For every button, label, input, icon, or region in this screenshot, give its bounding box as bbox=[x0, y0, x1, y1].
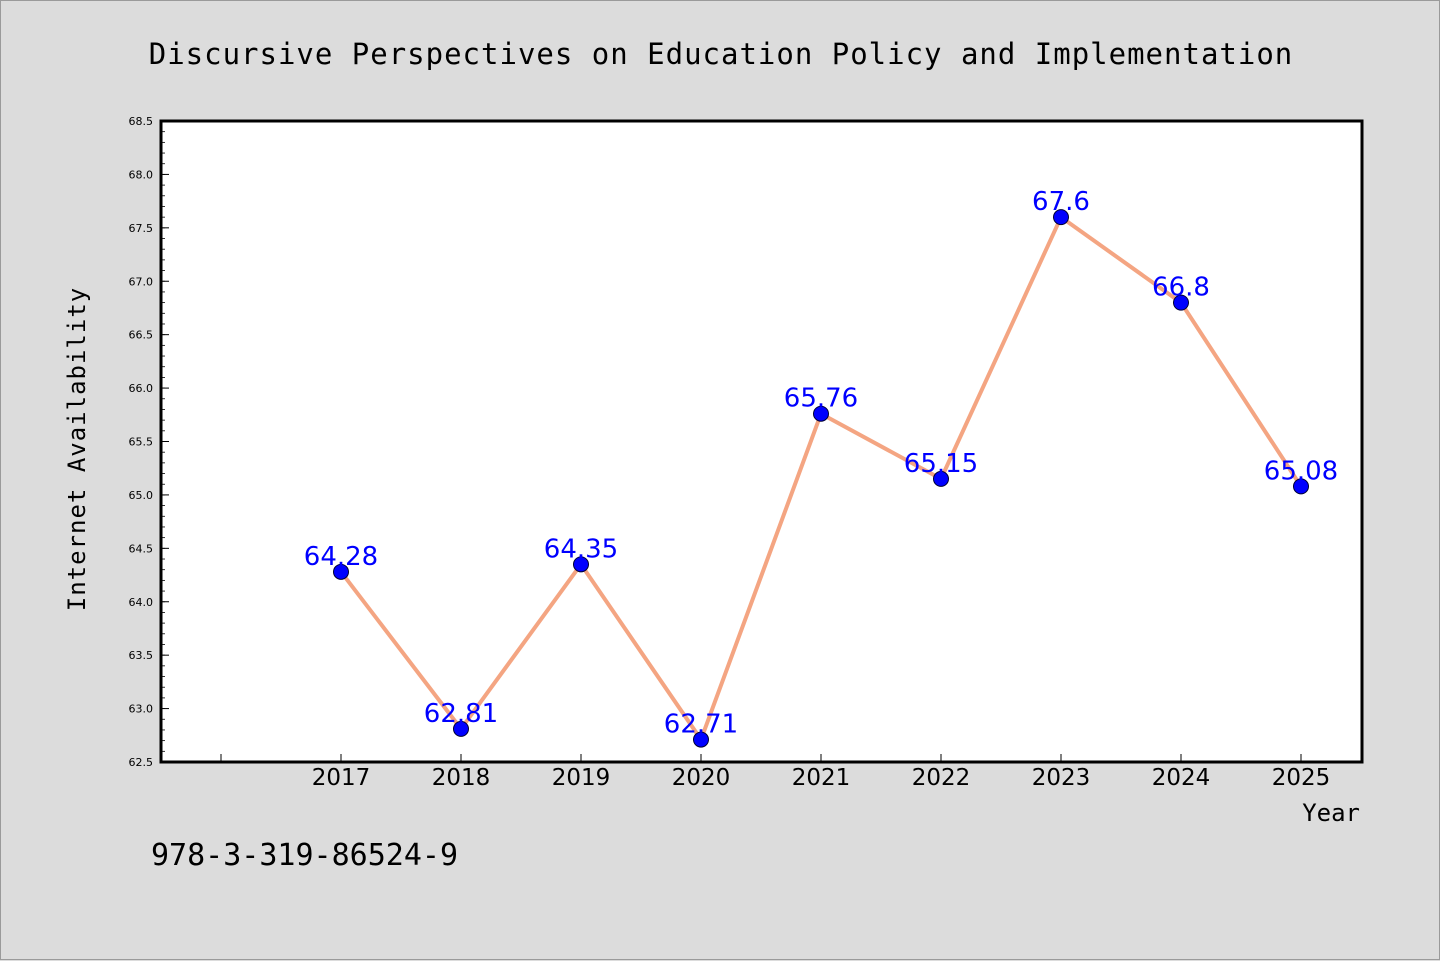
data-point bbox=[693, 731, 709, 748]
y-tick-label: 66.0 bbox=[129, 382, 154, 395]
data-label: 67.6 bbox=[1032, 187, 1090, 217]
data-label: 64.28 bbox=[304, 542, 378, 572]
y-tick-label: 67.0 bbox=[129, 275, 154, 288]
x-axis: 2017 2018 2019 2020 2021 2022 2023 2024 2025 bbox=[220, 754, 1331, 791]
x-tick-label: 2020 bbox=[672, 765, 731, 791]
y-tick-label: 67.5 bbox=[129, 222, 154, 235]
chart-title: Discursive Perspectives on Education Pol… bbox=[149, 37, 1294, 71]
y-axis-label: Internet Availability bbox=[63, 287, 91, 611]
data-label: 66.8 bbox=[1152, 273, 1210, 303]
data-label: 62.81 bbox=[424, 699, 498, 729]
x-tick-label: 2018 bbox=[432, 765, 491, 791]
data-label: 62.71 bbox=[664, 710, 738, 740]
x-tick-label: 2022 bbox=[912, 765, 971, 791]
y-axis: 62.5 63.0 63.5 64.0 64.5 65.0 65.5 66.0 66.5 67.0… bbox=[129, 115, 169, 769]
data-point bbox=[1173, 294, 1189, 311]
y-tick-label: 62.5 bbox=[129, 756, 154, 769]
data-point bbox=[813, 405, 829, 422]
y-tick-label: 64.5 bbox=[129, 542, 154, 555]
data-label: 65.76 bbox=[784, 384, 858, 414]
data-point bbox=[453, 720, 469, 737]
data-point bbox=[573, 556, 589, 573]
x-tick-label: 2021 bbox=[792, 765, 851, 791]
data-label: 65.15 bbox=[904, 449, 978, 479]
series-group: 64.28 62.81 64.35 62.71 65.76 65.15 67.6 66.8 65… bbox=[304, 187, 1338, 748]
data-label: 65.08 bbox=[1264, 456, 1338, 486]
x-tick-label: 2024 bbox=[1152, 765, 1211, 791]
data-point bbox=[1293, 478, 1309, 495]
data-label: 64.35 bbox=[544, 534, 618, 564]
y-tick-label: 68.5 bbox=[129, 115, 154, 128]
x-tick-label: 2025 bbox=[1272, 765, 1331, 791]
y-tick-label: 63.0 bbox=[129, 703, 154, 716]
y-tick-label: 65.0 bbox=[129, 489, 154, 502]
y-tick-label: 65.5 bbox=[129, 436, 154, 449]
isbn-text: 978-3-319-86524-9 bbox=[151, 838, 458, 873]
data-point bbox=[1053, 209, 1069, 226]
y-tick-label: 63.5 bbox=[129, 649, 154, 662]
plot-area bbox=[159, 119, 1364, 764]
y-tick-label: 66.5 bbox=[129, 329, 154, 342]
x-tick-label: 2023 bbox=[1032, 765, 1091, 791]
y-tick-label: 68.0 bbox=[129, 168, 154, 181]
x-axis-label: Year bbox=[1302, 799, 1360, 827]
data-point bbox=[933, 470, 949, 487]
x-tick-label: 2017 bbox=[312, 765, 371, 791]
y-tick-label: 64.0 bbox=[129, 596, 154, 609]
data-point bbox=[333, 563, 349, 580]
x-tick-label: 2019 bbox=[552, 765, 611, 791]
